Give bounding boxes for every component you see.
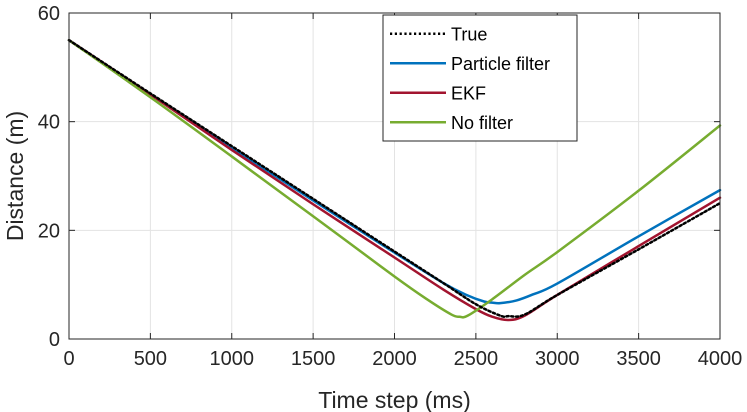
x-tick-label: 500 <box>134 348 167 370</box>
x-tick-label: 2000 <box>372 348 417 370</box>
x-tick-label: 1000 <box>210 348 255 370</box>
legend-label: No filter <box>451 113 513 133</box>
series-line-true <box>67 38 722 318</box>
y-tick-label: 60 <box>38 3 60 25</box>
y-tick-label: 0 <box>49 329 60 351</box>
x-tick-label: 1500 <box>291 348 336 370</box>
legend-box <box>382 14 578 142</box>
legend-label: Particle filter <box>451 54 550 74</box>
x-tick-label: 4000 <box>698 348 743 370</box>
y-axis-label: Distance (m) <box>2 111 28 241</box>
x-tick-label: 3000 <box>535 348 580 370</box>
legend-label: True <box>451 24 487 44</box>
series-lines <box>67 38 722 322</box>
legend: True Particle filter EKF No filter <box>382 14 578 142</box>
series-line-particle-filter <box>67 38 722 305</box>
y-tick-label: 40 <box>38 112 60 134</box>
legend-label: EKF <box>451 83 486 103</box>
x-tick-label: 3500 <box>616 348 661 370</box>
series-line-no-filter <box>67 38 722 319</box>
x-tick-label: 2500 <box>454 348 499 370</box>
tick-labels: 0 500 1000 1500 2000 2500 3000 3500 4000 0 20 40 60 <box>38 3 743 370</box>
x-tick-label: 0 <box>63 348 74 370</box>
x-axis-label: Time step (ms) <box>318 387 471 412</box>
y-tick-label: 20 <box>38 220 60 242</box>
